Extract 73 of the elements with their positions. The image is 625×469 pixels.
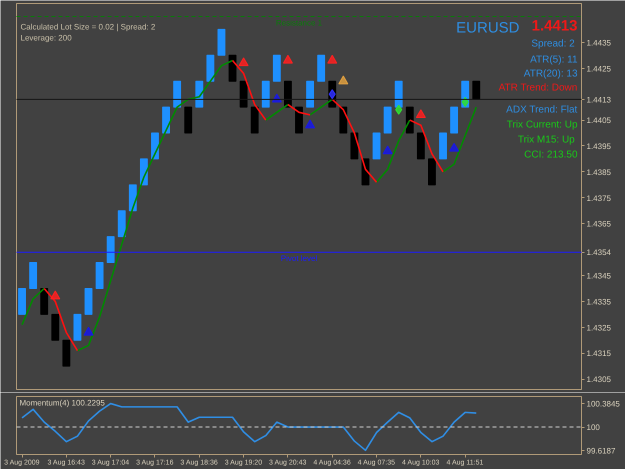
y-tick-label: 1.4425 (586, 64, 612, 74)
y-tick-label: 1.4305 (586, 375, 612, 384)
point (305, 120, 316, 128)
candlestick (184, 106, 192, 134)
annotation: Calculated Lot Size = 0.02 | Spread: 2 (20, 22, 156, 32)
candlestick (73, 314, 82, 341)
point (328, 89, 336, 100)
candlestick (18, 288, 26, 315)
candlestick (372, 132, 380, 160)
point (327, 54, 338, 64)
point (449, 142, 460, 152)
annotation: ATR(20): 13 (524, 68, 578, 80)
candlestick (384, 106, 392, 134)
candlestick (439, 132, 447, 160)
candlestick (250, 106, 259, 134)
y-tick-label: 1.4345 (586, 272, 612, 281)
candlestick (84, 288, 92, 315)
annotation: ATR(5): 11 (530, 54, 578, 66)
y-tick-label: 99.6187 (586, 446, 616, 456)
candlestick (262, 80, 270, 108)
ref-line-label: Pivot level (280, 254, 318, 264)
candlestick (416, 132, 425, 160)
annotation: 1.4413 (532, 18, 578, 34)
annotation: CCI: 213.50 (524, 150, 578, 160)
candlestick (428, 158, 436, 186)
candlestick (306, 80, 314, 108)
annotation: Trix Current: Up (506, 120, 578, 130)
point (395, 104, 402, 115)
point (382, 145, 393, 154)
annotation: ADX Trend: Flat (506, 104, 578, 116)
annotation: Trix M15: Up (518, 134, 576, 146)
annotation: ATR Trend: Down (498, 82, 578, 94)
y-tick-label: 1.4405 (586, 116, 612, 126)
annotation: Leverage: 200 (20, 34, 72, 42)
y-tick-label: 100 (586, 423, 600, 432)
candlestick (472, 80, 480, 100)
y-tick-label: 1.4413 (586, 95, 612, 104)
ref-line-label: Resistance 1 (276, 18, 323, 28)
candlestick (106, 236, 115, 264)
y-tick-label: 1.4435 (586, 38, 612, 48)
candlestick (173, 80, 182, 108)
candlestick (162, 106, 170, 134)
y-tick-label: 1.4375 (586, 194, 612, 203)
point (416, 109, 426, 118)
point (338, 76, 348, 84)
candlestick (62, 340, 70, 367)
candlestick (29, 262, 38, 289)
candlestick (240, 80, 248, 108)
point (50, 290, 60, 300)
candlestick (295, 106, 303, 134)
candlestick (228, 54, 236, 82)
y-tick-label: 1.4395 (586, 142, 612, 151)
y-tick-label: 1.4365 (586, 220, 612, 229)
candlestick (272, 54, 281, 82)
annotation: Spread: 2 (531, 38, 576, 50)
candlestick (51, 314, 60, 341)
y-tick-label: 1.4325 (586, 323, 612, 332)
candlestick (218, 28, 226, 56)
annotation: EURUSD (456, 20, 520, 36)
y-tick-label: 1.4354 (586, 248, 612, 258)
candlestick (450, 106, 458, 134)
point (282, 54, 293, 64)
point (84, 326, 94, 336)
candlestick (206, 54, 214, 82)
candlestick (317, 54, 326, 82)
candlestick (96, 262, 104, 289)
point (238, 57, 249, 66)
y-tick-label: 1.4335 (586, 297, 612, 306)
chart-title: Momentum(4) 100.2295 (20, 398, 106, 408)
y-tick-label: 1.4315 (586, 349, 612, 358)
y-tick-label: 1.4385 (586, 168, 612, 177)
candlestick (118, 210, 126, 238)
y-tick-label: 100.3845 (586, 400, 620, 409)
